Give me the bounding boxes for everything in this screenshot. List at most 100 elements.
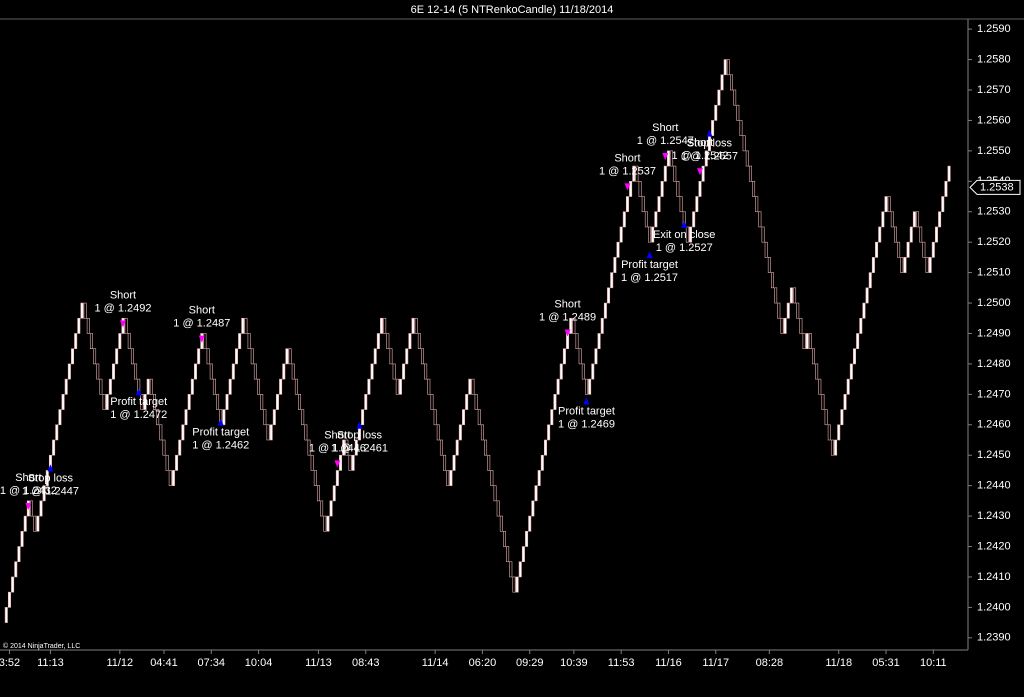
renko-brick [462,409,465,426]
renko-brick [711,120,715,136]
renko-brick [837,424,841,441]
renko-brick [887,196,891,213]
renko-brick [789,287,793,304]
renko-brick [168,470,172,486]
renko-brick [808,333,812,349]
renko-brick [499,515,503,532]
renko-brick [581,363,585,380]
renko-brick [285,348,289,365]
renko-brick [625,196,629,213]
trade-marker [662,153,669,160]
renko-brick [802,333,806,349]
renko-brick [23,515,27,532]
renko-brick [934,226,938,243]
renko-brick [124,317,128,334]
renko-brick [928,257,932,273]
renko-brick [912,211,916,228]
renko-brick [414,317,418,334]
renko-brick [613,257,617,273]
trade-label: 1 @ 1.2487 [173,318,230,330]
x-tick-label: 10:39 [560,657,588,669]
renko-brick [777,302,781,319]
renko-brick [509,561,513,578]
renko-brick [206,348,210,365]
renko-brick [550,409,554,426]
x-tick-label: 11/12 [106,657,133,669]
renko-brick [181,424,185,441]
renko-brick [102,394,106,410]
renko-brick [115,348,119,365]
renko-brick [648,226,652,243]
renko-brick [761,226,765,243]
renko-brick [323,515,327,532]
renko-brick [619,226,623,243]
y-tick-label: 1.2420 [977,540,1011,552]
renko-brick [868,272,872,289]
renko-brick [755,196,759,213]
renko-brick [424,363,428,380]
renko-brick [767,257,771,273]
renko-brick [657,196,661,213]
renko-brick [726,59,730,76]
renko-brick [127,333,131,349]
y-tick-label: 1.2570 [977,84,1011,96]
y-tick-label: 1.2550 [977,145,1011,157]
renko-brick [540,454,544,471]
renko-brick [689,226,693,243]
renko-brick [257,378,261,395]
renko-brick [591,363,595,380]
renko-brick [695,196,699,213]
renko-brick [730,74,734,91]
renko-brick [859,317,863,334]
renko-brick [673,165,677,182]
renko-brick [521,546,525,563]
trade-marker [217,418,224,426]
y-tick-label: 1.2580 [977,53,1011,65]
renko-brick [165,454,169,471]
renko-brick [354,439,358,456]
renko-brick [282,363,286,380]
x-tick-label: 11/18 [825,657,852,669]
renko-brick [430,394,434,410]
renko-brick [465,394,469,410]
x-tick-label: 11/17 [702,657,729,669]
trade-marker [583,397,590,405]
renko-brick [247,333,251,349]
renko-brick [616,241,620,258]
renko-brick [512,576,516,593]
renko-brick [824,409,828,426]
trade-marker [646,251,653,259]
trade-marker [135,388,142,396]
renko-brick [843,394,847,410]
renko-brick [812,348,815,365]
renko-brick [890,211,894,228]
renko-brick [153,394,156,410]
trade-marker [334,460,341,468]
renko-brick [603,302,607,319]
renko-brick [745,150,749,167]
renko-brick [83,302,87,319]
renko-brick [105,394,109,410]
renko-brick [496,500,500,517]
renko-brick [77,317,81,334]
renko-brick [93,348,97,365]
renko-brick [739,120,743,136]
renko-brick [209,363,213,380]
renko-brick [367,378,371,395]
renko-brick [190,378,194,395]
renko-brick [515,576,519,593]
trade-label: 1 @ 1.2517 [621,272,678,284]
renko-brick [439,439,443,456]
renko-brick [342,439,346,456]
renko-brick [600,317,604,334]
renko-brick [36,515,40,532]
renko-brick [856,333,860,349]
renko-brick [395,378,399,395]
y-tick-label: 1.2500 [977,297,1011,309]
renko-brick [45,470,49,486]
trade-marker [624,183,631,191]
x-tick-label: 11/14 [422,657,449,669]
renko-brick [80,302,84,319]
trade-label: 1 @ 1.2492 [94,302,151,314]
renko-brick [216,394,220,410]
